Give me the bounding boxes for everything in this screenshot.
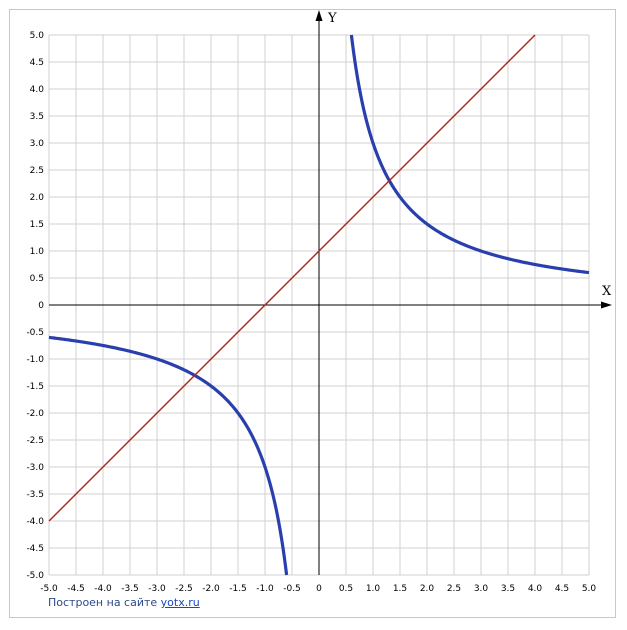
x-tick-label: 4.5 xyxy=(555,584,569,594)
y-tick-label: 1.0 xyxy=(30,247,45,257)
y-axis-label: Y xyxy=(327,11,337,26)
x-tick-label: -1.0 xyxy=(256,584,274,594)
y-tick-label: 2.0 xyxy=(30,193,45,203)
credit-label: Построен на сайте xyxy=(48,596,161,609)
y-tick-label: 2.5 xyxy=(30,166,44,176)
x-tick-label: -4.5 xyxy=(67,584,85,594)
x-tick-label: -2.0 xyxy=(202,584,220,594)
x-tick-label: -3.0 xyxy=(148,584,166,594)
credit-text: Построен на сайте yotx.ru xyxy=(48,596,200,609)
x-tick-label: -3.5 xyxy=(121,584,139,594)
x-tick-label: 1.0 xyxy=(366,584,381,594)
y-tick-label: 1.5 xyxy=(30,220,44,230)
y-tick-label: -5.0 xyxy=(26,571,44,581)
x-tick-label: 2.5 xyxy=(447,584,461,594)
y-tick-label: 0.5 xyxy=(30,274,44,284)
x-tick-label: -5.0 xyxy=(40,584,58,594)
x-tick-label: -4.0 xyxy=(94,584,112,594)
y-tick-label: -4.5 xyxy=(26,544,44,554)
chart-frame xyxy=(9,9,616,618)
y-tick-label: -1.5 xyxy=(26,382,44,392)
x-tick-label: 0 xyxy=(316,584,322,594)
tick-labels: -5.0 -4.5 -4.0 -3.5 -3.0 -2.5 -2.0 -1.5 -1.0 -0.5… xyxy=(26,31,596,594)
x-axis-label: X xyxy=(602,284,612,299)
y-tick-label: -4.0 xyxy=(26,517,44,527)
x-tick-label: -1.5 xyxy=(229,584,247,594)
x-axis-arrow xyxy=(601,301,612,309)
y-tick-label: -3.0 xyxy=(26,463,44,473)
y-axis-arrow xyxy=(315,10,323,21)
y-tick-label: 3.0 xyxy=(30,139,45,149)
x-tick-label: 2.0 xyxy=(420,584,435,594)
x-tick-label: 0.5 xyxy=(339,584,353,594)
y-tick-label: 4.5 xyxy=(30,58,44,68)
y-tick-label: -0.5 xyxy=(26,328,44,338)
credit-link[interactable]: yotx.ru xyxy=(160,596,200,609)
hyperbola-branch-2 xyxy=(48,335,289,576)
y-tick-label: -3.5 xyxy=(26,490,44,500)
x-tick-label: 4.0 xyxy=(528,584,543,594)
y-tick-label: 0 xyxy=(38,301,44,311)
y-tick-label: 3.5 xyxy=(30,112,44,122)
y-tick-label: -1.0 xyxy=(26,355,44,365)
x-tick-label: 3.5 xyxy=(501,584,515,594)
x-tick-label: -2.5 xyxy=(175,584,193,594)
linear-function-line xyxy=(48,34,536,522)
x-tick-label: 3.0 xyxy=(474,584,489,594)
x-tick-label: 1.5 xyxy=(393,584,407,594)
y-tick-label: 4.0 xyxy=(30,85,45,95)
hyperbola-branch-1 xyxy=(349,34,590,275)
series xyxy=(48,34,590,576)
x-tick-label: -0.5 xyxy=(283,584,301,594)
axes xyxy=(49,10,612,575)
y-tick-label: -2.5 xyxy=(26,436,44,446)
y-tick-label: -2.0 xyxy=(26,409,44,419)
y-tick-label: 5.0 xyxy=(30,31,45,41)
x-tick-label: 5.0 xyxy=(582,584,597,594)
